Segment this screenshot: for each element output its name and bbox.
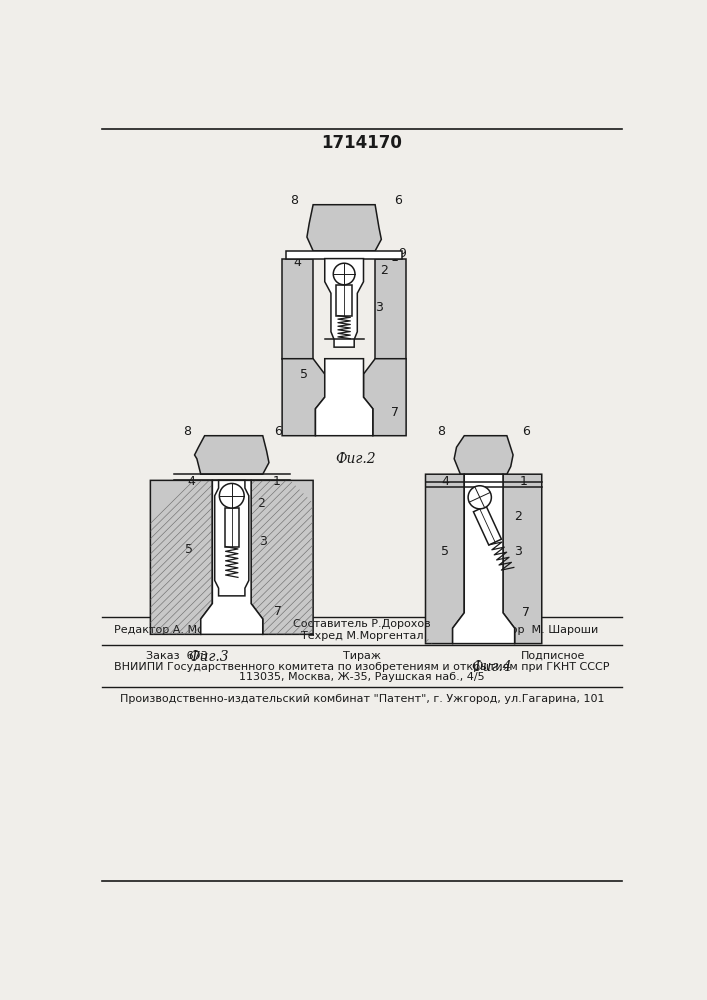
Text: Фиг.4: Фиг.4 (471, 660, 512, 674)
Text: 7: 7 (274, 605, 282, 618)
Text: 6: 6 (274, 425, 282, 438)
Text: 7: 7 (390, 406, 399, 419)
Text: 3: 3 (375, 301, 383, 314)
Text: 9: 9 (398, 247, 407, 260)
Text: ВНИИПИ Государственного комитета по изобретениям и открытиям при ГКНТ СССР: ВНИИПИ Государственного комитета по изоб… (115, 662, 609, 672)
Text: 8: 8 (437, 425, 445, 438)
Polygon shape (215, 480, 249, 596)
Polygon shape (201, 480, 263, 634)
Polygon shape (454, 436, 513, 474)
Text: Подписное: Подписное (521, 651, 585, 661)
Text: Тираж: Тираж (343, 651, 381, 661)
Text: 6: 6 (522, 425, 530, 438)
Polygon shape (363, 359, 406, 436)
Text: 7: 7 (522, 606, 530, 619)
Polygon shape (251, 480, 313, 634)
Text: 2: 2 (515, 510, 522, 523)
Polygon shape (337, 285, 352, 316)
Text: 2: 2 (380, 264, 388, 277)
Polygon shape (426, 474, 464, 644)
Circle shape (468, 486, 491, 509)
Text: 3: 3 (515, 545, 522, 558)
Text: 4: 4 (187, 475, 195, 488)
Text: 5: 5 (185, 543, 193, 556)
Polygon shape (325, 259, 363, 347)
Polygon shape (282, 359, 325, 436)
Text: Фиг.2: Фиг.2 (335, 452, 376, 466)
Text: Редактор А. Мотыль: Редактор А. Мотыль (115, 625, 233, 635)
Text: Заказ  673: Заказ 673 (146, 651, 209, 661)
Text: 113035, Москва, Ж-35, Раушская наб., 4/5: 113035, Москва, Ж-35, Раушская наб., 4/5 (239, 672, 485, 682)
Polygon shape (452, 474, 515, 644)
Polygon shape (286, 251, 402, 259)
Text: 1714170: 1714170 (322, 134, 402, 152)
Text: 3: 3 (259, 535, 267, 548)
Polygon shape (474, 506, 501, 545)
Polygon shape (282, 259, 313, 359)
Text: 1: 1 (273, 475, 281, 488)
Polygon shape (307, 205, 381, 251)
Text: 5: 5 (300, 368, 308, 381)
Circle shape (333, 263, 355, 285)
Text: Фиг.3: Фиг.3 (188, 650, 229, 664)
Text: 4: 4 (441, 475, 449, 488)
Text: 6: 6 (395, 194, 402, 207)
Text: 8: 8 (290, 194, 298, 207)
Text: Производственно-издательский комбинат "Патент", г. Ужгород, ул.Гагарина, 101: Производственно-издательский комбинат "П… (119, 694, 604, 704)
Polygon shape (503, 474, 542, 644)
Polygon shape (225, 508, 239, 547)
Text: 1: 1 (520, 475, 528, 488)
Polygon shape (315, 359, 373, 436)
Text: 1: 1 (390, 251, 399, 264)
Text: Составитель Р.Дорохов: Составитель Р.Дорохов (293, 619, 431, 629)
Polygon shape (375, 259, 406, 359)
Text: 8: 8 (183, 425, 191, 438)
Text: Корректор  М. Шароши: Корректор М. Шароши (462, 625, 598, 635)
Polygon shape (194, 436, 269, 474)
Polygon shape (151, 480, 212, 634)
Text: 2: 2 (257, 497, 265, 510)
Text: 4: 4 (293, 256, 302, 269)
Text: Техред М.Моргентал: Техред М.Моргентал (300, 631, 423, 641)
Circle shape (219, 483, 244, 508)
Text: 5: 5 (441, 545, 449, 558)
